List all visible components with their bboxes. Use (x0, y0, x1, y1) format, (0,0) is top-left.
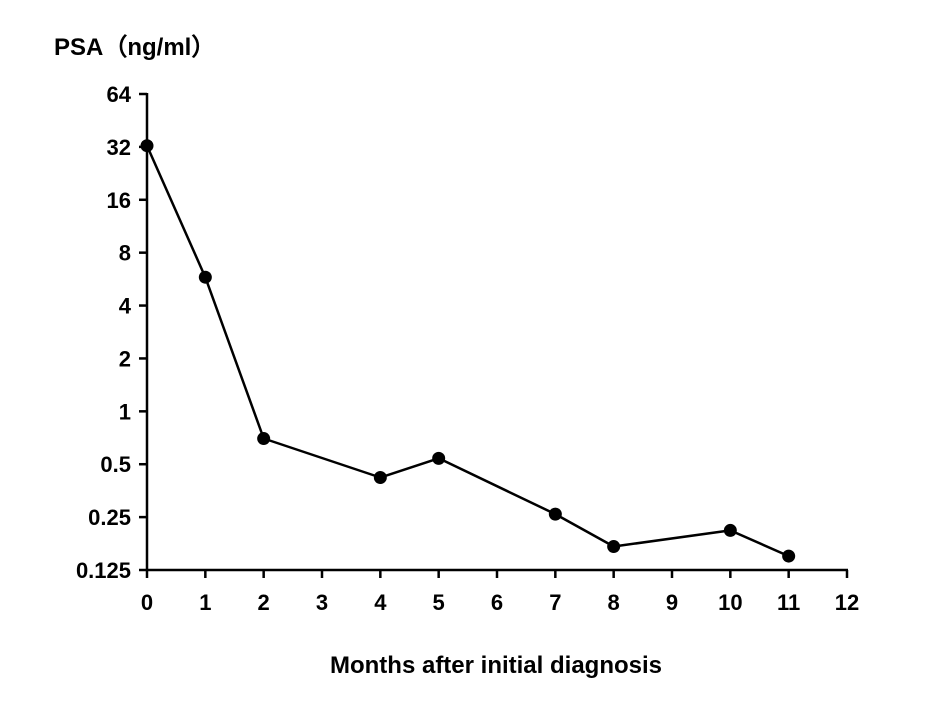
data-point (198, 270, 212, 284)
x-tick-label: 0 (141, 590, 153, 615)
x-tick-label: 3 (316, 590, 328, 615)
y-tick-label: 4 (119, 294, 132, 319)
data-series (140, 139, 796, 563)
data-point (140, 139, 154, 153)
y-tick-label: 2 (119, 346, 131, 371)
x-tick-label: 11 (777, 590, 800, 615)
x-axis-title: Months after initial diagnosis (330, 652, 662, 679)
data-point (548, 507, 562, 521)
y-tick-label: 0.125 (76, 558, 131, 583)
series-line (145, 145, 790, 558)
data-point (607, 540, 621, 554)
axes (145, 93, 848, 572)
y-tick-label: 0.25 (88, 505, 131, 530)
y-tick-label: 32 (107, 135, 131, 160)
x-tick-label: 2 (258, 590, 270, 615)
x-tick-label: 10 (718, 590, 742, 615)
data-point (257, 432, 271, 446)
x-tick-label: 7 (549, 590, 561, 615)
y-tick-label: 0.5 (100, 452, 131, 477)
y-tick-label: 64 (107, 82, 132, 107)
data-point (432, 451, 446, 465)
x-tick-label: 12 (835, 590, 859, 615)
data-point (782, 549, 796, 563)
data-point (373, 471, 387, 485)
x-tick-label: 6 (491, 590, 503, 615)
y-tick-label: 16 (107, 188, 131, 213)
x-tick-label: 8 (608, 590, 620, 615)
x-tick-label: 9 (666, 590, 678, 615)
y-tick-label: 8 (119, 241, 131, 266)
x-tick-label: 5 (433, 590, 445, 615)
x-tick-label: 1 (199, 590, 211, 615)
x-tick-label: 4 (374, 590, 387, 615)
data-point (723, 523, 737, 537)
y-tick-label: 1 (119, 399, 131, 424)
y-axis-title: PSA（ng/ml） (54, 34, 215, 61)
